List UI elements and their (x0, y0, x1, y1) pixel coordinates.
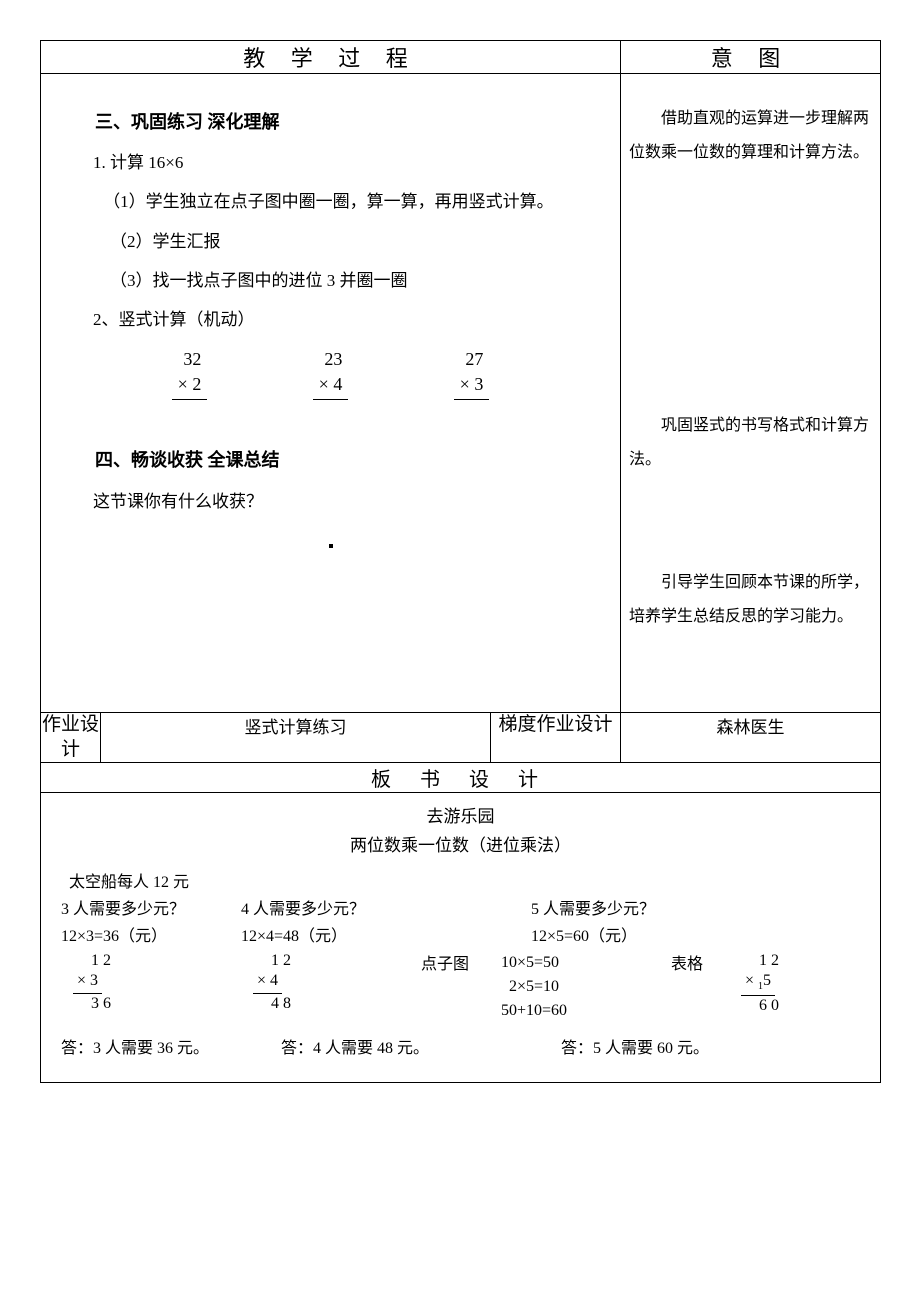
problem1: 1. 计算 16×6 (59, 143, 602, 182)
bv3-res: 6 0 (741, 996, 861, 1017)
board-vcalc-2: 1 2 × 4 4 8 (241, 951, 421, 1023)
header-row: 教 学 过 程 意 图 (41, 41, 881, 74)
bv3-mult: × 15 (741, 971, 775, 995)
bv3-mult-a: × (745, 972, 758, 989)
vcalc-3-top: 27 (454, 347, 490, 372)
process-cell: 三、巩固练习 深化理解 1. 计算 16×6 （1）学生独立在点子图中圈一圈，算… (41, 74, 621, 713)
section4-title: 四、畅谈收获 全课总结 (59, 440, 602, 481)
intent-body: 借助直观的运算进一步理解两位数乘一位数的算理和计算方法。 巩固竖式的书写格式和计… (621, 74, 880, 692)
bv2-mult: × 4 (253, 971, 282, 994)
process-header: 教 学 过 程 (41, 41, 621, 74)
intent-spacer1 (629, 199, 872, 409)
problem1a-text: （1）学生独立在点子图中圈一圈，算一算，再用竖式计算。 (59, 192, 554, 211)
intent-block-1: 借助直观的运算进一步理解两位数乘一位数的算理和计算方法。 (629, 102, 872, 169)
board-vcalc-1: 1 2 × 3 3 6 (61, 951, 241, 1023)
answers-row: 答：3 人需要 36 元。 答：4 人需要 48 元。 答：5 人需要 60 元… (61, 1035, 860, 1062)
homework-value-2: 森林医生 (621, 712, 881, 762)
table-label: 表格 (671, 951, 741, 1023)
pointmap-label: 点子图 (421, 951, 501, 1023)
board-vcalc-3: 1 2 × 15 6 0 (741, 951, 861, 1023)
q3: 5 人需要多少元？ (501, 896, 861, 923)
intent-header: 意 图 (621, 41, 881, 74)
ans1: 答：3 人需要 36 元。 (61, 1035, 281, 1062)
vcalc-1: 32 × 2 (172, 347, 208, 400)
spacer-bottom (59, 564, 602, 684)
intent-block-2: 巩固竖式的书写格式和计算方法。 (629, 409, 872, 476)
bv1-top: 1 2 (73, 951, 241, 972)
lesson-plan-table: 教 学 过 程 意 图 三、巩固练习 深化理解 1. 计算 16×6 （1）学生… (40, 40, 881, 1083)
vcalc-2-top: 23 (313, 347, 349, 372)
split1: 10×5=50 (501, 951, 671, 975)
board-header: 板 书 设 计 (41, 763, 881, 793)
split2: 2×5=10 (501, 975, 671, 999)
summary-question: 这节课你有什么收获？ (59, 482, 602, 521)
bv3-mult-b: 5 (763, 972, 771, 989)
center-dot (59, 525, 602, 564)
homework-label-2: 梯度作业设计 (491, 712, 621, 762)
vcalc-2-mult: × 4 (313, 372, 349, 400)
problem1c: （3）找一找点子图中的进位 3 并圈一圈 (59, 261, 602, 300)
board-grid: 3 人需要多少元？ 4 人需要多少元？ 5 人需要多少元？ 12×3=36（元）… (61, 896, 860, 1022)
intent-block-3: 引导学生回顾本节课的所学，培养学生总结反思的学习能力。 (629, 566, 872, 633)
process-body: 三、巩固练习 深化理解 1. 计算 16×6 （1）学生独立在点子图中圈一圈，算… (41, 74, 620, 712)
vertical-calc-row: 32 × 2 23 × 4 27 × 3 (119, 347, 542, 400)
q2: 4 人需要多少元？ (241, 896, 421, 923)
section3-title: 三、巩固练习 深化理解 (59, 102, 602, 143)
hw-label2-text: 梯度作业设计 (491, 713, 620, 738)
ans2: 答：4 人需要 48 元。 (281, 1035, 501, 1062)
board-title1: 去游乐园 (61, 803, 860, 832)
hw-label1-text: 作业设计 (41, 713, 100, 762)
q1: 3 人需要多少元？ (61, 896, 241, 923)
board-body-row: 去游乐园 两位数乘一位数（进位乘法） 太空船每人 12 元 3 人需要多少元？ … (41, 793, 881, 1083)
bv1-mult: × 3 (73, 971, 102, 994)
problem1b: （2）学生汇报 (59, 222, 602, 261)
split-calc: 10×5=50 2×5=10 50+10=60 (501, 951, 671, 1023)
problem2: 2、竖式计算（机动） (59, 300, 602, 339)
board-line1: 太空船每人 12 元 (61, 869, 860, 896)
homework-value-1: 竖式计算练习 (101, 712, 491, 762)
e3: 12×5=60（元） (501, 923, 861, 950)
ans3: 答：5 人需要 60 元。 (501, 1035, 860, 1062)
intent-cell: 借助直观的运算进一步理解两位数乘一位数的算理和计算方法。 巩固竖式的书写格式和计… (621, 74, 881, 713)
board-body-cell: 去游乐园 两位数乘一位数（进位乘法） 太空船每人 12 元 3 人需要多少元？ … (41, 793, 881, 1083)
bv2-res: 4 8 (253, 994, 421, 1015)
problem1a: （1）学生独立在点子图中圈一圈，算一算，再用竖式计算。 (59, 182, 602, 221)
vcalc-1-mult: × 2 (172, 372, 208, 400)
homework-row: 作业设计 竖式计算练习 梯度作业设计 森林医生 (41, 712, 881, 762)
vcalc-2: 23 × 4 (313, 347, 349, 400)
e1: 12×3=36（元） (61, 923, 241, 950)
bv1-res: 3 6 (73, 994, 241, 1015)
vcalc-3: 27 × 3 (454, 347, 490, 400)
bv2-top: 1 2 (253, 951, 421, 972)
split3: 50+10=60 (501, 999, 671, 1023)
board-body: 去游乐园 两位数乘一位数（进位乘法） 太空船每人 12 元 3 人需要多少元？ … (41, 793, 880, 1082)
board-title2: 两位数乘一位数（进位乘法） (61, 832, 860, 861)
vcalc-1-top: 32 (172, 347, 208, 372)
bv3-top: 1 2 (741, 951, 861, 972)
board-header-row: 板 书 设 计 (41, 763, 881, 793)
homework-label-1: 作业设计 (41, 712, 101, 762)
intent-spacer2 (629, 506, 872, 566)
spacer (59, 420, 602, 440)
body-row: 三、巩固练习 深化理解 1. 计算 16×6 （1）学生独立在点子图中圈一圈，算… (41, 74, 881, 713)
vcalc-3-mult: × 3 (454, 372, 490, 400)
e2: 12×4=48（元） (241, 923, 421, 950)
